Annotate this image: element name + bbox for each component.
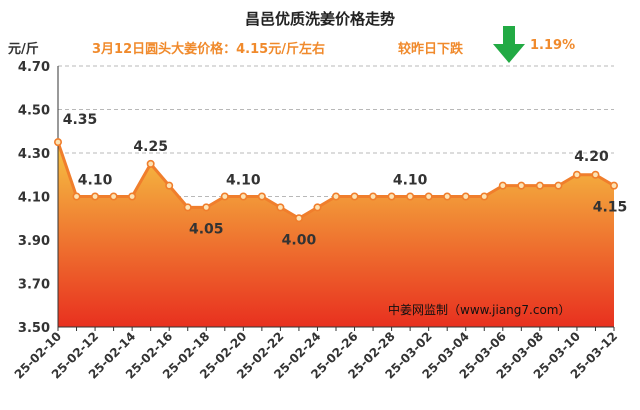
data-label: 4.10 bbox=[393, 173, 428, 189]
data-label: 4.25 bbox=[133, 139, 168, 155]
data-point bbox=[109, 192, 118, 201]
data-point bbox=[53, 138, 62, 147]
data-point bbox=[313, 203, 322, 212]
data-label: 4.00 bbox=[282, 232, 317, 248]
data-point bbox=[461, 192, 470, 201]
data-point bbox=[572, 170, 581, 179]
data-point bbox=[369, 192, 378, 201]
y-tick-label: 4.10 bbox=[18, 191, 50, 206]
data-point bbox=[517, 181, 526, 190]
data-labels: 4.35 4.10 4.25 4.05 4.10 4.00 4.10 4.20 4.15 bbox=[63, 112, 628, 248]
change-text: 较昨日下跌 bbox=[398, 42, 464, 57]
price-subtitle: 3月12日圆头大姜价格：4.15元/斤左右 bbox=[92, 42, 325, 57]
data-label: 4.05 bbox=[189, 221, 224, 237]
change-percent: 1.19% bbox=[530, 38, 576, 53]
data-point bbox=[424, 192, 433, 201]
data-points bbox=[53, 138, 618, 223]
data-point bbox=[387, 192, 396, 201]
data-point bbox=[239, 192, 248, 201]
data-point bbox=[406, 192, 415, 201]
data-label: 4.15 bbox=[593, 200, 628, 216]
data-point bbox=[350, 192, 359, 201]
y-tick-label: 4.30 bbox=[18, 147, 50, 162]
y-tick-label: 4.50 bbox=[18, 104, 50, 119]
data-point bbox=[220, 192, 229, 201]
data-point bbox=[128, 192, 137, 201]
y-tick-label: 3.70 bbox=[18, 278, 50, 293]
data-label: 4.10 bbox=[78, 173, 113, 189]
data-point bbox=[146, 159, 155, 168]
data-label: 4.10 bbox=[226, 173, 261, 189]
data-point bbox=[480, 192, 489, 201]
y-tick-label: 3.90 bbox=[18, 234, 50, 249]
data-point bbox=[554, 181, 563, 190]
area-shape bbox=[58, 142, 614, 327]
data-label: 4.20 bbox=[574, 149, 609, 165]
data-point bbox=[257, 192, 266, 201]
y-axis-unit: 元/斤 bbox=[8, 42, 39, 57]
data-point bbox=[591, 170, 600, 179]
area-fill bbox=[56, 141, 615, 327]
data-point bbox=[609, 181, 618, 190]
y-tick-label: 3.50 bbox=[18, 321, 50, 336]
y-tick-labels: 3.50 3.70 3.90 4.10 4.30 4.50 4.70 bbox=[18, 60, 50, 336]
down-arrow-icon bbox=[493, 26, 525, 63]
data-point bbox=[498, 181, 507, 190]
y-tick-label: 4.70 bbox=[18, 60, 50, 75]
chart-title: 昌邑优质洗姜价格走势 bbox=[244, 10, 395, 28]
data-label: 4.35 bbox=[63, 112, 98, 128]
watermark: 中姜网监制（www.jiang7.com） bbox=[388, 302, 570, 317]
x-tick-labels: 25-02-1025-02-1225-02-1425-02-1625-02-18… bbox=[12, 329, 620, 381]
data-point bbox=[294, 214, 303, 223]
data-point bbox=[91, 192, 100, 201]
data-point bbox=[276, 203, 285, 212]
data-point bbox=[331, 192, 340, 201]
data-point bbox=[72, 192, 81, 201]
data-point bbox=[535, 181, 544, 190]
axes bbox=[57, 66, 615, 331]
data-point bbox=[183, 203, 192, 212]
data-point bbox=[443, 192, 452, 201]
data-point bbox=[165, 181, 174, 190]
data-point bbox=[202, 203, 211, 212]
